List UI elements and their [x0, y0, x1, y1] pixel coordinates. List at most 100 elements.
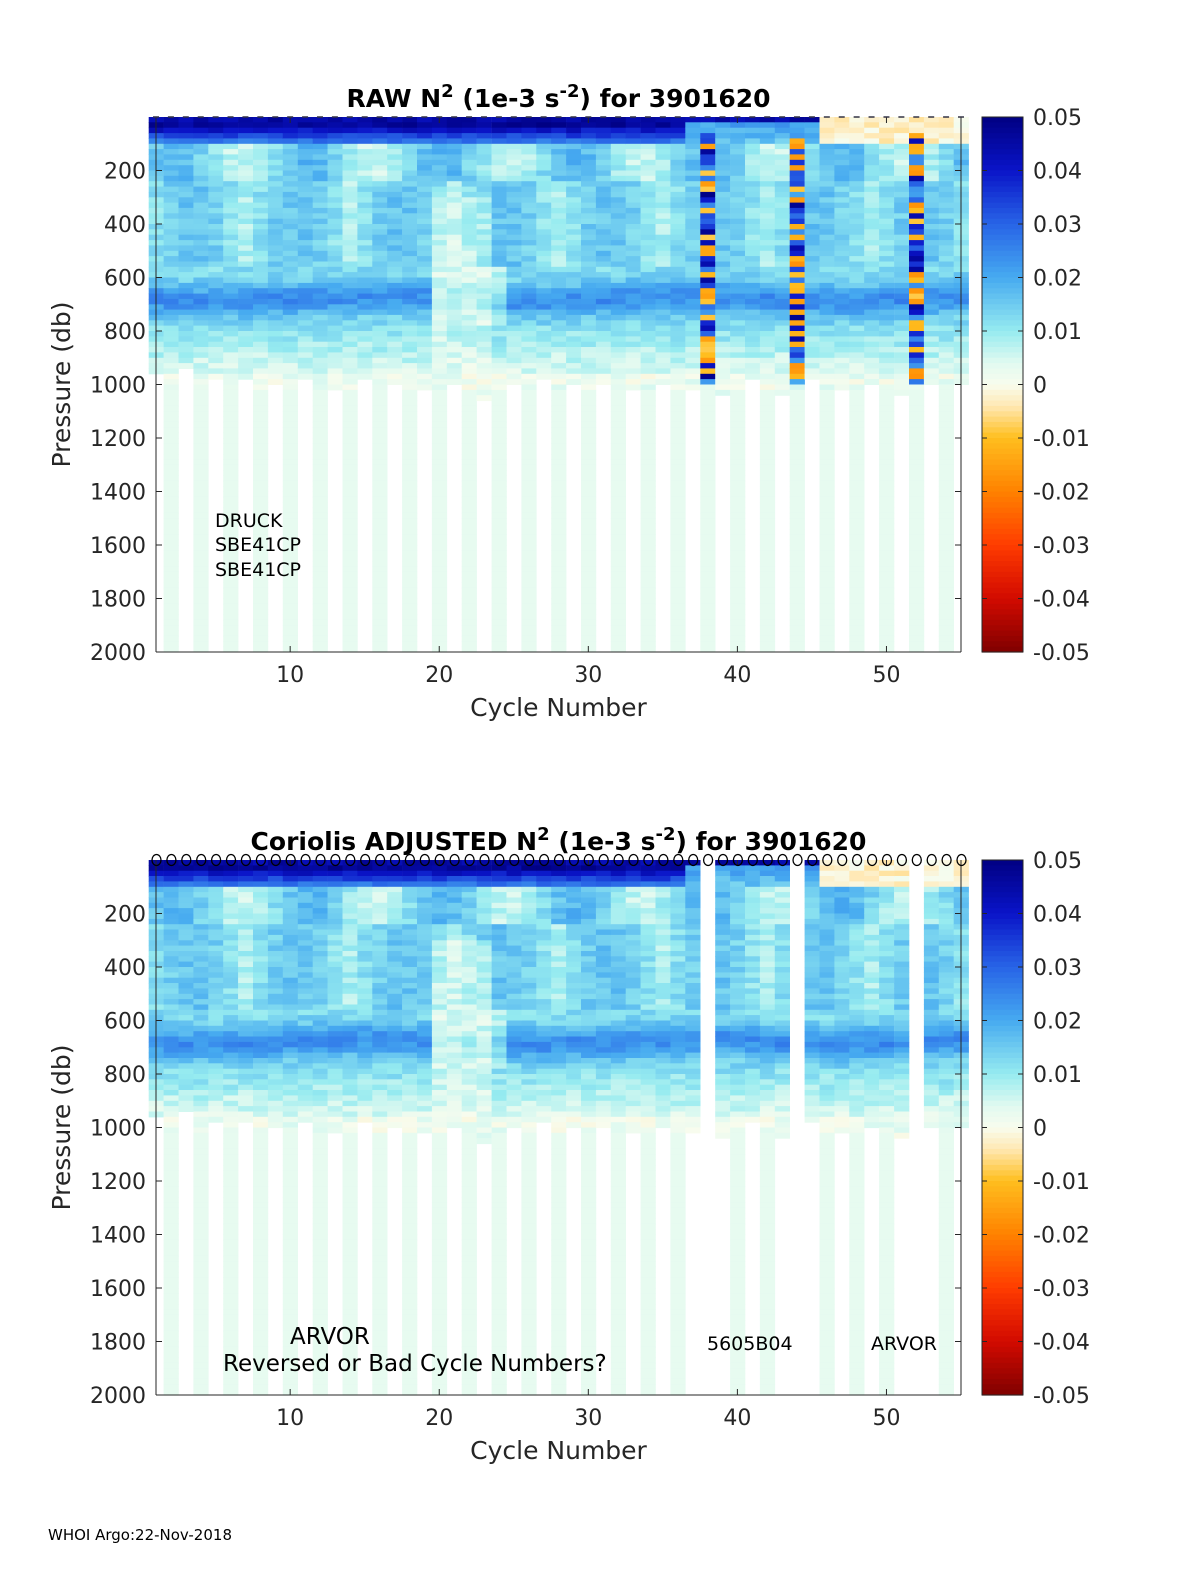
- heatmap-cell: [417, 149, 433, 155]
- heatmap-cell: [312, 507, 328, 514]
- heatmap-cell: [193, 886, 209, 893]
- heatmap-cell: [685, 256, 701, 262]
- heatmap-cell: [178, 1084, 194, 1091]
- heatmap-cell: [834, 298, 850, 305]
- heatmap-cell: [581, 229, 597, 236]
- heatmap-cell: [879, 213, 895, 220]
- heatmap-cell: [208, 929, 224, 936]
- heatmap-cell: [476, 207, 492, 214]
- heatmap-cell: [700, 256, 716, 262]
- heatmap-cell: [551, 389, 567, 396]
- heatmap-cell: [223, 250, 239, 257]
- heatmap-cell: [297, 240, 313, 246]
- heatmap-cell: [223, 1100, 239, 1107]
- heatmap-cell: [491, 603, 507, 610]
- heatmap-cell: [506, 234, 522, 241]
- heatmap-cell: [297, 298, 313, 305]
- heatmap-cell: [700, 555, 716, 562]
- heatmap-cell: [208, 143, 224, 150]
- heatmap-cell: [849, 550, 865, 557]
- heatmap-cell: [253, 379, 269, 385]
- heatmap-cell: [253, 1063, 269, 1070]
- heatmap-cell: [193, 1245, 209, 1252]
- heatmap-cell: [715, 250, 731, 257]
- heatmap-cell: [357, 363, 373, 369]
- heatmap-cell: [879, 507, 895, 514]
- heatmap-cell: [610, 619, 626, 626]
- heatmap-cell: [342, 448, 358, 455]
- heatmap-cell: [521, 411, 537, 418]
- heatmap-cell: [506, 277, 522, 284]
- heatmap-cell: [253, 459, 269, 466]
- colorbar-segment: [982, 593, 1023, 600]
- heatmap-cell: [581, 186, 597, 193]
- heatmap-cell: [789, 261, 805, 268]
- heatmap-cell: [431, 625, 448, 632]
- heatmap-cell: [759, 272, 776, 278]
- heatmap-cell: [864, 138, 880, 145]
- heatmap-cell: [417, 373, 433, 380]
- heatmap-cell: [312, 341, 328, 348]
- heatmap-cell: [625, 325, 641, 332]
- heatmap-cell: [834, 304, 850, 311]
- heatmap-cell: [253, 593, 269, 600]
- heatmap-cell: [700, 331, 716, 337]
- heatmap-cell: [804, 347, 820, 353]
- heatmap-cell: [849, 133, 865, 139]
- heatmap-cell: [238, 314, 254, 321]
- colorbar-tick-label: 0.01: [1033, 320, 1082, 345]
- heatmap-cell: [342, 170, 358, 177]
- heatmap-cell: [745, 341, 761, 348]
- heatmap-cell: [491, 384, 507, 391]
- heatmap-cell: [193, 967, 209, 973]
- heatmap-cell: [163, 1250, 179, 1257]
- heatmap-cell: [461, 224, 477, 230]
- heatmap-cell: [879, 331, 895, 337]
- heatmap-cell: [372, 421, 388, 428]
- heatmap-cell: [923, 373, 940, 380]
- heatmap-cell: [670, 229, 686, 236]
- heatmap-cell: [193, 400, 209, 407]
- heatmap-cell: [789, 347, 805, 353]
- colorbar-segment: [982, 341, 1023, 348]
- heatmap-cell: [238, 929, 254, 936]
- heatmap-cell: [297, 213, 313, 220]
- heatmap-cell: [178, 170, 194, 177]
- heatmap-cell: [163, 186, 179, 193]
- heatmap-cell: [178, 240, 194, 246]
- heatmap-cell: [431, 593, 448, 600]
- heatmap-cell: [431, 234, 448, 241]
- heatmap-cell: [685, 363, 701, 369]
- heatmap-cell: [267, 117, 284, 123]
- heatmap-cell: [163, 197, 179, 204]
- heatmap-cell: [461, 534, 477, 541]
- colorbar-segment: [982, 245, 1023, 252]
- heatmap-cell: [759, 282, 776, 289]
- heatmap-cell: [282, 427, 298, 434]
- heatmap-cell: [402, 234, 418, 241]
- heatmap-cell: [461, 400, 477, 407]
- heatmap-cell: [595, 373, 612, 380]
- heatmap-cell: [223, 1052, 239, 1059]
- heatmap-cell: [342, 207, 358, 214]
- heatmap-cell: [521, 512, 537, 519]
- heatmap-cell: [491, 518, 507, 525]
- heatmap-cell: [655, 218, 671, 225]
- heatmap-cell: [759, 405, 776, 412]
- heatmap-cell: [730, 181, 746, 188]
- heatmap-cell: [491, 379, 507, 385]
- heatmap-cell: [417, 336, 433, 343]
- heatmap-cell: [819, 571, 835, 578]
- heatmap-cell: [223, 373, 239, 380]
- heatmap-cell: [223, 603, 239, 610]
- heatmap-cell: [238, 363, 254, 369]
- heatmap-cell: [551, 641, 567, 648]
- heatmap-cell: [730, 341, 746, 348]
- heatmap-cell: [267, 224, 284, 230]
- heatmap-cell: [938, 331, 954, 337]
- heatmap-cell: [372, 603, 388, 610]
- heatmap-cell: [923, 224, 940, 230]
- heatmap-cell: [327, 218, 343, 225]
- heatmap-cell: [685, 138, 701, 145]
- heatmap-cell: [223, 1154, 239, 1161]
